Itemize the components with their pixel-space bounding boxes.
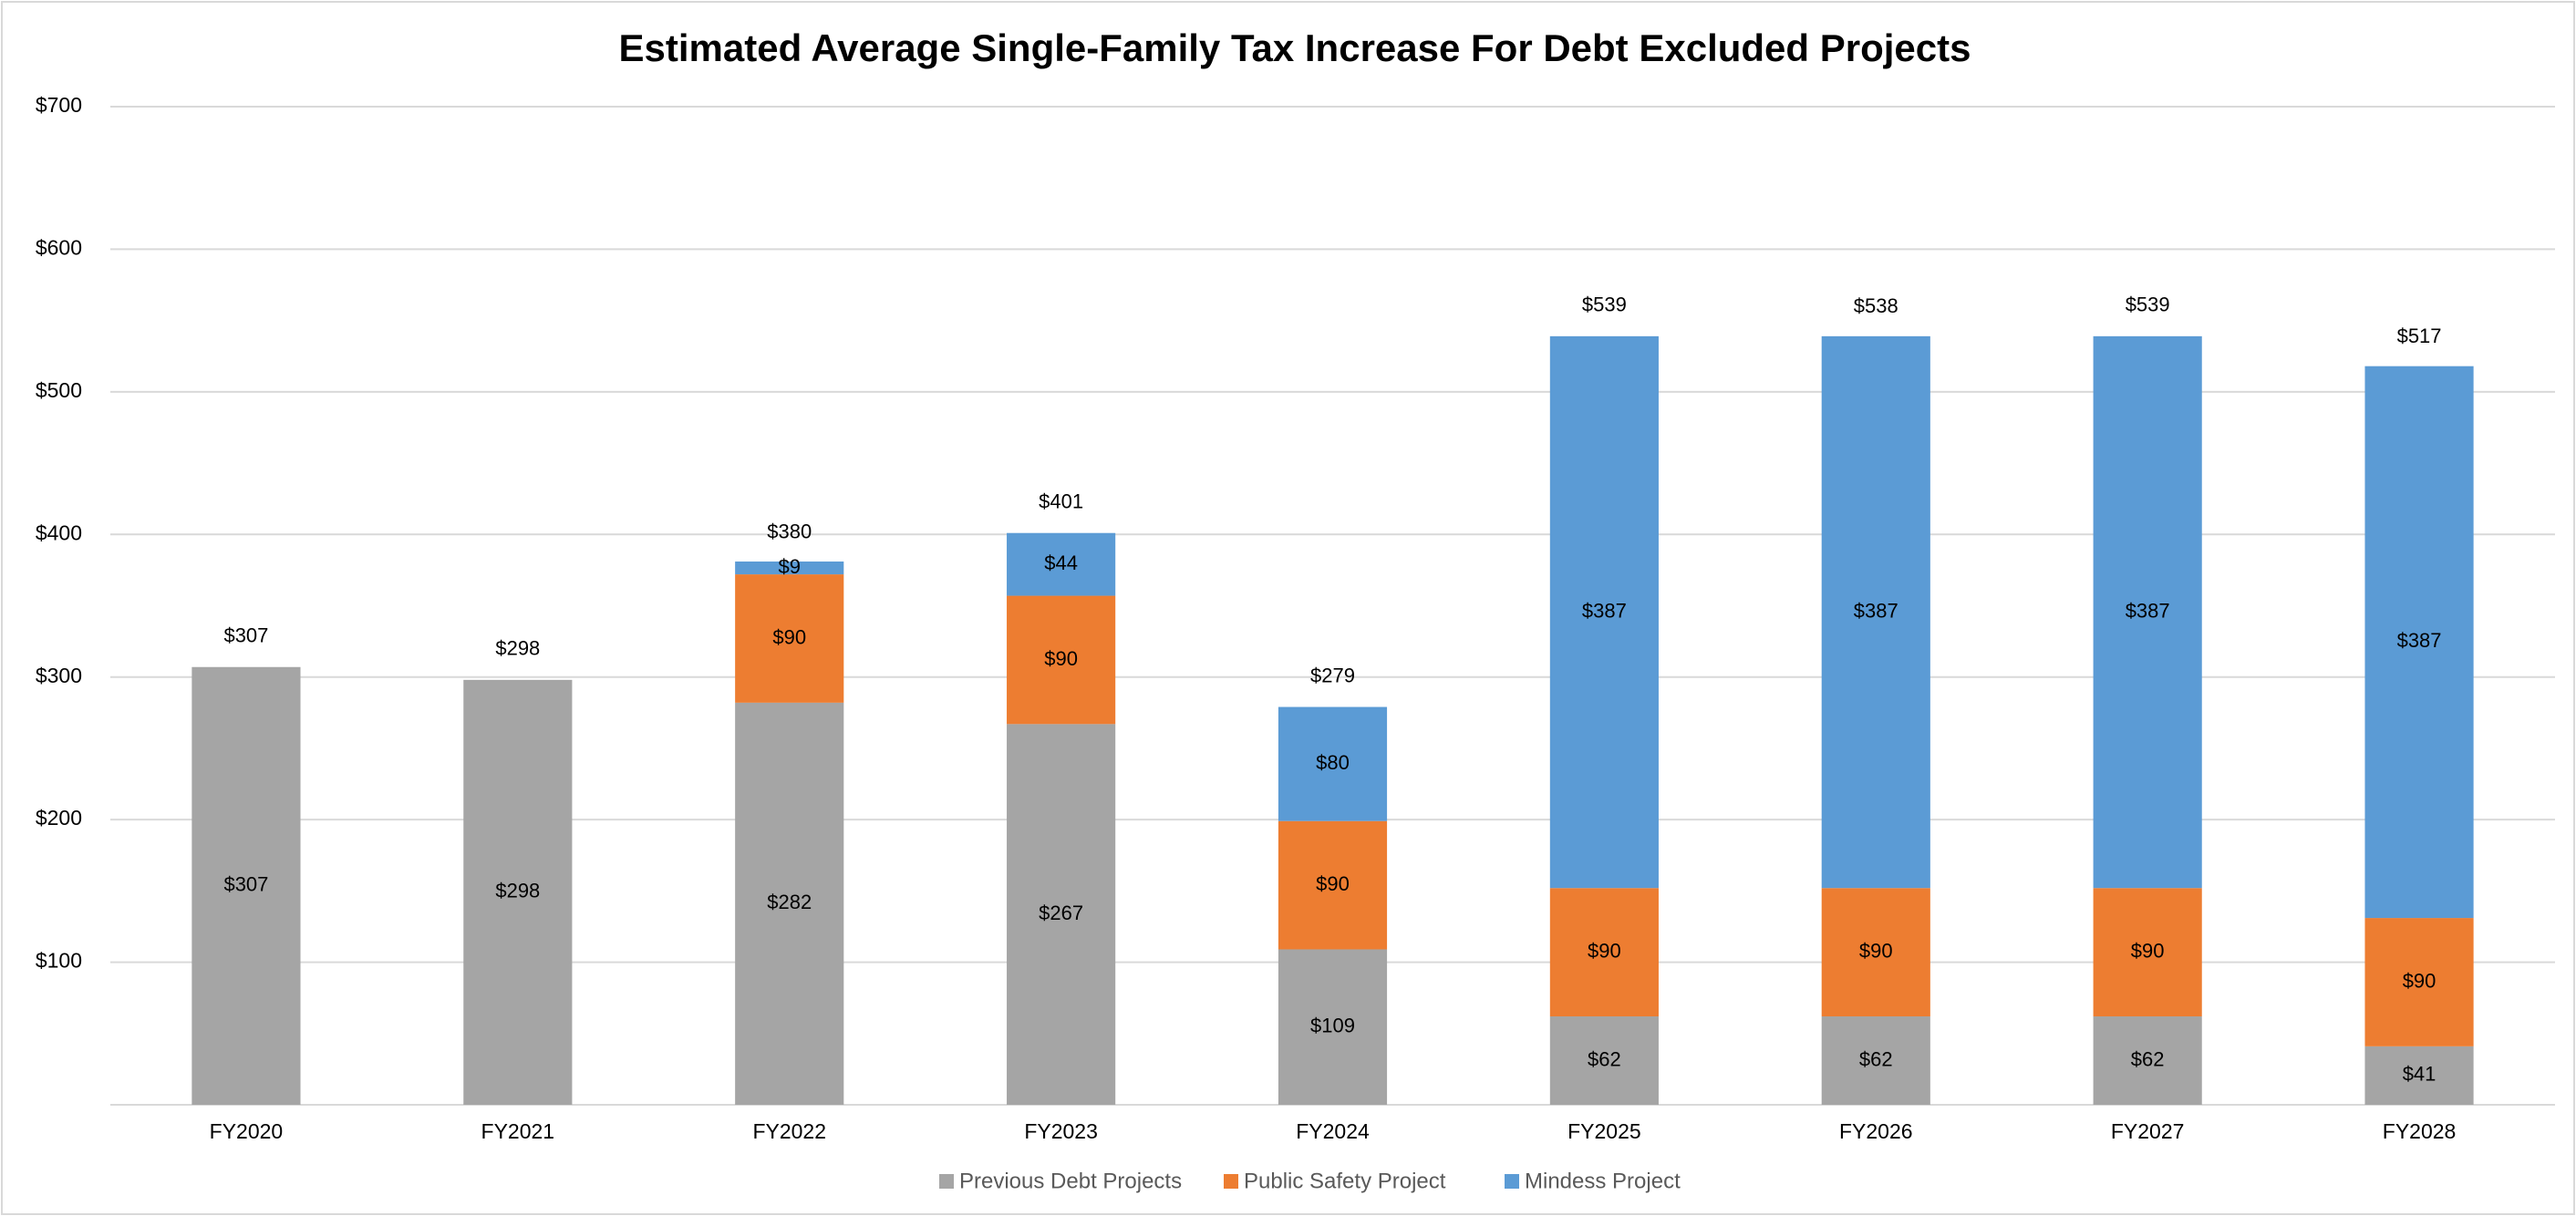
data-label: $267 xyxy=(1039,902,1083,924)
total-label: $380 xyxy=(767,520,812,542)
y-tick-label: $500 xyxy=(36,378,82,402)
x-tick-label: FY2023 xyxy=(1024,1119,1098,1143)
bar-segment xyxy=(1278,820,1388,950)
data-label: $307 xyxy=(223,873,268,896)
data-label: $387 xyxy=(2397,629,2442,652)
data-label: $80 xyxy=(1316,751,1350,774)
bar-segment xyxy=(1549,888,1659,1017)
bar-segment xyxy=(1821,888,1930,1017)
bar-segment xyxy=(2093,335,2202,889)
total-label: $517 xyxy=(2397,325,2442,347)
bar-segment xyxy=(1549,1016,1659,1105)
data-label: $90 xyxy=(2403,969,2436,992)
data-label: $109 xyxy=(1310,1015,1355,1037)
y-tick-label: $200 xyxy=(36,806,82,830)
x-tick-label: FY2028 xyxy=(2383,1119,2457,1143)
data-label: $62 xyxy=(1859,1047,1893,1070)
bar-segment xyxy=(2093,1016,2202,1105)
bar-segment xyxy=(1821,1016,1930,1105)
data-label: $90 xyxy=(1044,647,1078,670)
bar-segment xyxy=(1007,532,1116,596)
bar-segment xyxy=(1007,595,1116,725)
total-label: $298 xyxy=(495,637,540,660)
x-tick-label: FY2026 xyxy=(1839,1119,1913,1143)
total-label: $279 xyxy=(1310,664,1355,686)
bar-segment xyxy=(1549,335,1659,889)
total-label: $539 xyxy=(2126,294,2170,316)
x-tick-label: FY2027 xyxy=(2111,1119,2185,1143)
total-label: $538 xyxy=(1854,294,1898,317)
data-label: $387 xyxy=(2126,599,2170,622)
bar-segment xyxy=(463,679,573,1105)
data-label: $90 xyxy=(1316,872,1350,895)
bar-segment xyxy=(2093,888,2202,1017)
y-tick-label: $700 xyxy=(36,93,82,117)
bar-segment xyxy=(735,574,844,703)
x-tick-label: FY2022 xyxy=(752,1119,826,1143)
bar-segment xyxy=(2364,366,2474,919)
legend-label: Public Safety Project xyxy=(1244,1169,1446,1193)
data-label: $62 xyxy=(1588,1047,1621,1070)
data-label: $90 xyxy=(772,625,806,648)
data-label: $41 xyxy=(2403,1063,2436,1086)
bar-segment xyxy=(735,562,844,575)
bar-segment xyxy=(191,666,301,1105)
data-label: $387 xyxy=(1582,599,1627,622)
data-label: $282 xyxy=(767,891,812,913)
data-label: $90 xyxy=(1588,939,1621,962)
x-tick-label: FY2020 xyxy=(210,1119,284,1143)
bar-segment xyxy=(2364,1046,2474,1105)
total-label: $307 xyxy=(223,624,268,647)
x-tick-label: FY2025 xyxy=(1567,1119,1641,1143)
legend-label: Previous Debt Projects xyxy=(959,1169,1182,1193)
y-tick-label: $100 xyxy=(36,949,82,973)
total-label: $401 xyxy=(1039,490,1083,513)
legend-swatch xyxy=(1224,1174,1238,1189)
bar-segment xyxy=(2364,918,2474,1046)
legend-swatch xyxy=(1505,1174,1519,1189)
x-tick-label: FY2021 xyxy=(481,1119,555,1143)
total-label: $539 xyxy=(1582,294,1627,316)
legend-label: Mindess Project xyxy=(1525,1169,1681,1193)
legend-swatch xyxy=(939,1174,954,1189)
data-label: $44 xyxy=(1044,551,1078,574)
y-tick-label: $300 xyxy=(36,664,82,687)
data-label: $90 xyxy=(2131,939,2165,962)
bar-segment xyxy=(1821,335,1930,889)
y-tick-label: $400 xyxy=(36,520,82,544)
y-tick-label: $600 xyxy=(36,236,82,260)
bar-segment xyxy=(1278,949,1388,1105)
bar-segment xyxy=(1007,724,1116,1105)
bar-segment xyxy=(1278,706,1388,821)
chart-title: Estimated Average Single-Family Tax Incr… xyxy=(619,26,1971,69)
bar-segment xyxy=(735,702,844,1105)
data-label: $90 xyxy=(1859,939,1893,962)
data-label: $298 xyxy=(495,880,540,902)
data-label: $387 xyxy=(1854,599,1898,622)
x-tick-label: FY2024 xyxy=(1296,1119,1370,1143)
data-label: $62 xyxy=(2131,1047,2165,1070)
data-label: $9 xyxy=(778,555,800,578)
